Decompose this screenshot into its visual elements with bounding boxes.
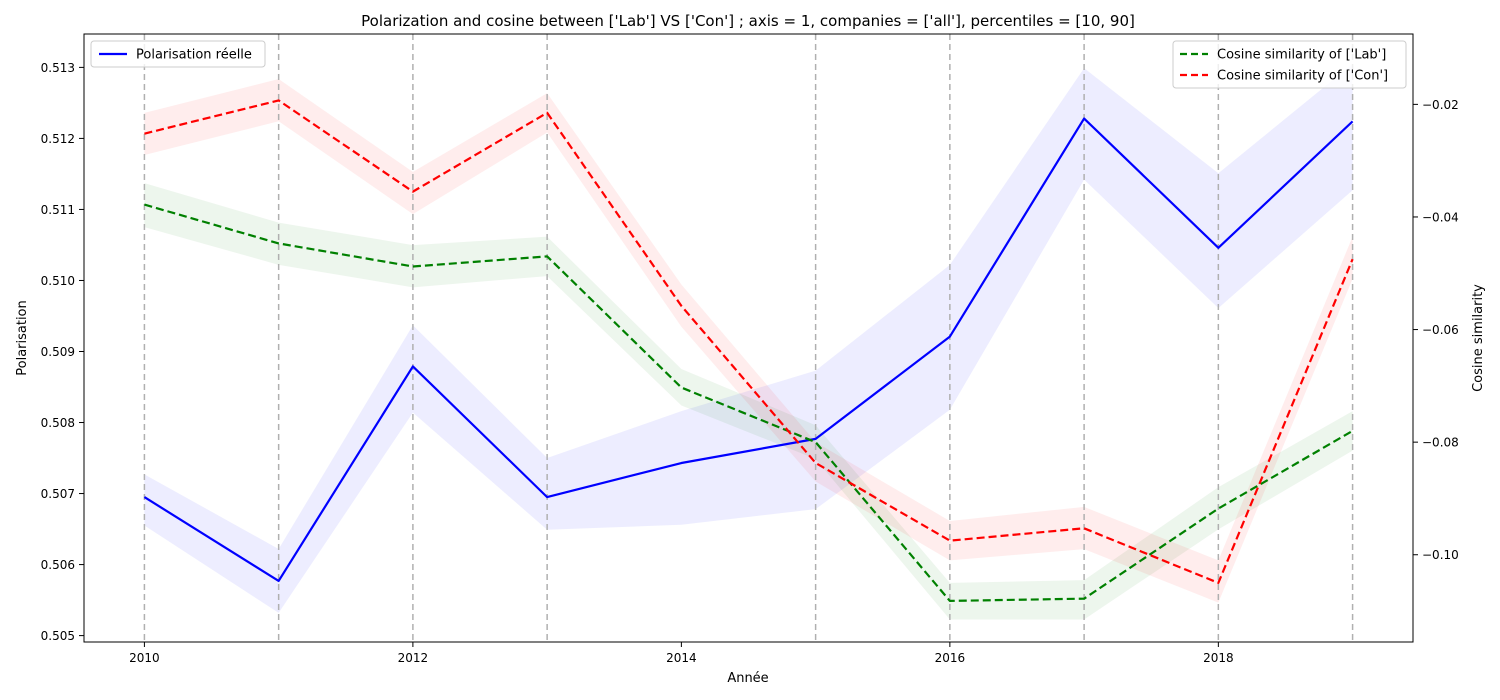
y-left-tick-label-1: 0.506 <box>41 558 75 572</box>
band-series-1 <box>144 183 1353 620</box>
x-axis-label: Année <box>727 671 768 686</box>
y-right-tick-label-0: −0.02 <box>1422 98 1459 112</box>
x-tick-label-1: 2012 <box>398 651 429 665</box>
y-left-tick-label-5: 0.510 <box>41 274 75 288</box>
series-lines <box>143 99 1354 603</box>
legend-right-label-1: Cosine similarity of ['Con'] <box>1217 69 1388 84</box>
band-series-0 <box>144 63 1353 613</box>
x-axis: 2010 2012 2014 2016 2018 <box>129 642 1234 665</box>
legend-right-label-0: Cosine similarity of ['Lab'] <box>1217 48 1386 63</box>
y-left-tick-label-6: 0.511 <box>41 203 75 217</box>
legend-right-box <box>1172 40 1407 89</box>
y-right-tick-label-3: −0.08 <box>1422 436 1459 450</box>
y-right-tick-label-1: −0.04 <box>1422 210 1459 224</box>
legend-left-box <box>90 40 266 68</box>
y-left-tick-label-0: 0.505 <box>41 629 75 643</box>
plot-frame <box>83 33 1414 643</box>
x-tick-label-2: 2014 <box>666 651 697 665</box>
chart-title: Polarization and cosine between ['Lab'] … <box>361 12 1135 30</box>
y-axis-left: 0.505 0.506 0.507 0.508 0.509 0.510 0.511 0.512… <box>41 61 84 643</box>
y-left-tick-label-8: 0.513 <box>41 61 75 75</box>
vertical-gridlines <box>143 34 1354 642</box>
y-axis-right-label: Cosine similarity <box>1471 284 1486 392</box>
x-tick-label-4: 2018 <box>1203 651 1234 665</box>
y-right-tick-label-4: −0.10 <box>1422 548 1459 562</box>
y-right-tick-label-2: −0.06 <box>1422 323 1459 337</box>
series-line-1 <box>144 203 1354 603</box>
legend-left-label-0: Polarisation réelle <box>136 48 252 63</box>
legend-left: Polarisation réelle <box>90 40 266 68</box>
y-left-tick-label-2: 0.507 <box>41 487 75 501</box>
y-left-tick-label-7: 0.512 <box>41 132 75 146</box>
series-line-2 <box>144 99 1354 584</box>
y-left-tick-label-4: 0.509 <box>41 345 75 359</box>
x-tick-label-3: 2016 <box>935 651 966 665</box>
x-tick-label-0: 2010 <box>129 651 160 665</box>
y-axis-left-label: Polarisation <box>15 300 30 376</box>
series-line-0 <box>143 117 1354 583</box>
legend-right: Cosine similarity of ['Lab'] Cosine simi… <box>1172 40 1407 89</box>
y-axis-right: −0.02 −0.04 −0.06 −0.08 −0.10 <box>1413 98 1459 562</box>
y-left-tick-label-3: 0.508 <box>41 416 75 430</box>
